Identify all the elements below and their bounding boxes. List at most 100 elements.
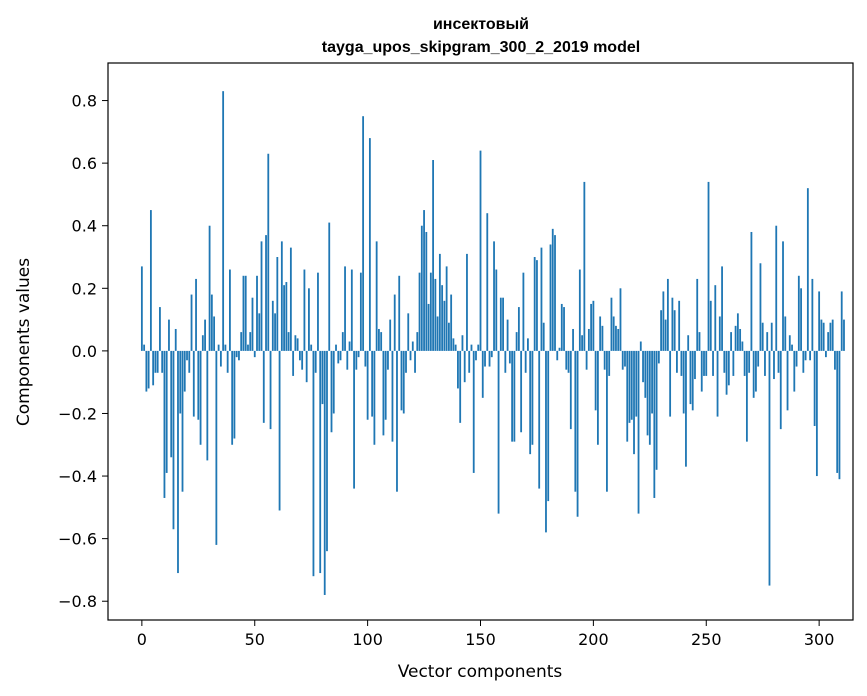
bar: [757, 350, 760, 367]
bar: [366, 350, 369, 420]
bar: [743, 350, 746, 376]
bar: [240, 332, 243, 351]
x-tick-label: 250: [691, 630, 722, 649]
bar: [161, 350, 164, 373]
bar: [764, 350, 766, 376]
bar: [274, 313, 276, 351]
bar: [346, 350, 349, 370]
x-tick-label: 200: [578, 630, 609, 649]
bar: [578, 269, 581, 351]
bar: [260, 241, 263, 351]
bar: [520, 350, 523, 433]
bar: [504, 350, 507, 373]
bar: [515, 332, 518, 351]
bar: [791, 344, 793, 351]
bar: [624, 350, 626, 367]
bar: [323, 350, 326, 595]
bar: [615, 325, 617, 351]
bar: [226, 350, 229, 373]
bar: [725, 350, 728, 395]
bar: [472, 350, 475, 473]
bar: [348, 341, 351, 351]
bar: [788, 335, 791, 351]
bar: [596, 350, 599, 445]
bar: [481, 350, 484, 398]
bar: [730, 332, 732, 351]
bar: [721, 266, 723, 351]
bar: [795, 350, 798, 367]
bar: [784, 316, 787, 351]
bar: [813, 350, 816, 426]
bar: [825, 350, 827, 358]
bar: [445, 266, 448, 351]
bar: [635, 350, 638, 417]
bar: [210, 294, 213, 351]
bar: [303, 269, 306, 351]
bar: [599, 316, 602, 351]
bar: [621, 350, 624, 370]
bar: [389, 319, 392, 351]
plot-frame: [107, 62, 854, 621]
bar: [344, 266, 346, 351]
bar: [493, 241, 495, 351]
bar: [434, 278, 437, 351]
bar: [630, 350, 633, 420]
bar: [486, 213, 489, 351]
bar: [779, 350, 782, 430]
bar: [165, 350, 168, 473]
bar: [425, 231, 428, 351]
bar: [432, 160, 434, 351]
bar: [687, 335, 690, 351]
bar: [653, 350, 656, 498]
bar: [802, 350, 805, 373]
bar: [438, 253, 441, 351]
bar: [314, 350, 317, 373]
bar: [560, 303, 563, 351]
bar: [253, 350, 256, 358]
bar: [411, 341, 414, 351]
x-axis-ticks: 0 50 100 150 200 250 300: [137, 620, 834, 649]
bar: [429, 272, 432, 351]
bar: [301, 350, 304, 370]
bar: [353, 350, 355, 489]
x-axis-label: Vector components: [398, 662, 563, 682]
bar: [556, 350, 559, 361]
bar: [499, 297, 502, 351]
y-axis-label: Components values: [14, 258, 34, 426]
bar: [533, 257, 536, 351]
bar: [707, 181, 710, 351]
bar: [222, 91, 225, 351]
bar: [357, 350, 360, 358]
bar: [639, 341, 642, 351]
bar: [213, 316, 216, 351]
bar: [581, 335, 583, 351]
bar: [468, 350, 471, 373]
bar: [628, 350, 631, 423]
bar: [694, 350, 696, 380]
bar: [723, 350, 726, 373]
bar: [330, 350, 333, 433]
bar: [475, 350, 477, 361]
bar: [748, 350, 751, 373]
bar: [831, 319, 834, 351]
bar: [256, 275, 258, 351]
bar: [655, 350, 658, 470]
bar: [606, 350, 608, 492]
bar: [554, 235, 556, 351]
bar: [206, 350, 209, 461]
bar: [549, 244, 552, 351]
bar: [698, 332, 701, 351]
bar: [563, 307, 565, 351]
bar: [328, 222, 331, 351]
bar: [149, 210, 152, 351]
bar: [420, 225, 423, 351]
bar: [657, 350, 660, 364]
bar: [644, 350, 647, 398]
bar: [793, 350, 796, 392]
bar: [371, 350, 374, 417]
bar: [154, 350, 157, 373]
bar: [384, 350, 387, 420]
bar: [140, 266, 143, 351]
bar: [224, 344, 227, 351]
